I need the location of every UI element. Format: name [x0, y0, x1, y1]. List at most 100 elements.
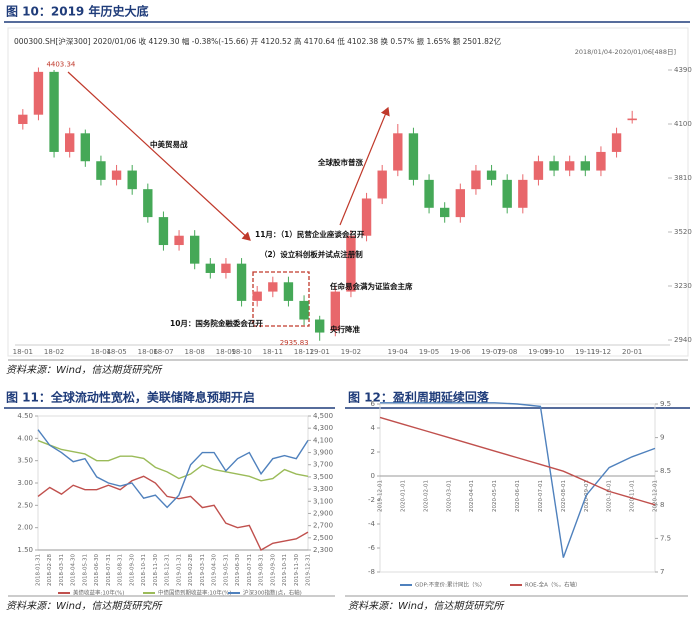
y-tick-label: 4: [371, 424, 376, 432]
y-tick-label: 4.50: [17, 412, 33, 420]
x-tick-label: 2019-07-31: [247, 554, 253, 586]
x-tick-label: 2018-09-30: [129, 554, 135, 586]
x-tick-label: 2019-04-30: [212, 554, 218, 586]
x-tick-label: 2019-02-28: [188, 554, 194, 586]
y-tick-label: 2.00: [17, 524, 33, 532]
x-tick-label: 2020-08-01: [561, 480, 567, 512]
candle-body: [127, 170, 137, 190]
candle-body: [549, 161, 559, 171]
y2-tick-label: 3,500: [313, 473, 333, 481]
candle-body: [299, 300, 309, 320]
candle-body: [361, 198, 372, 236]
candle-body: [533, 161, 544, 180]
y2-tick-label: 8: [660, 501, 664, 509]
candle-body: [143, 189, 153, 218]
candle-body: [96, 161, 106, 180]
x-tick-label: 18-04: [91, 348, 112, 356]
x-tick-label: 18-11: [263, 348, 283, 356]
candle-body: [80, 133, 90, 162]
candle-body: [518, 179, 528, 208]
candle-body: [424, 179, 434, 208]
x-tick-label: 2020-01-01: [400, 480, 406, 512]
x-tick-label: 19-02: [341, 348, 361, 356]
candle-body: [408, 133, 419, 180]
y2-tick-label: 7.5: [660, 534, 671, 542]
x-tick-label: 19-04: [388, 348, 409, 356]
y2-tick-label: 7: [660, 568, 664, 576]
y-tick-label: 2.50: [17, 501, 33, 509]
candle-body: [471, 170, 481, 190]
series-line: [37, 429, 309, 509]
y-tick-label: 3.50: [17, 457, 33, 465]
candle-body: [18, 114, 28, 124]
y2-tick-label: 3,100: [313, 497, 333, 505]
quote-info: 000300.SH[沪深300] 2020/01/06 收 4129.30 幅 …: [14, 36, 502, 46]
x-tick-label: 2020-10-01: [607, 480, 613, 512]
y2-tick-label: 2,900: [313, 509, 333, 517]
x-tick-label: 2020-04-01: [469, 480, 475, 512]
candle-body: [268, 282, 278, 292]
y2-tick-label: 2,700: [313, 522, 333, 530]
x-tick-label: 18-06: [138, 348, 159, 356]
x-tick-label: 2019-05-31: [223, 554, 229, 586]
y-tick-label: 3230: [674, 282, 692, 290]
candle-body: [221, 263, 231, 273]
x-tick-label: 2018-06-30: [94, 554, 100, 586]
candle-body: [33, 71, 44, 115]
x-tick-label: 2019-12-01: [378, 480, 384, 512]
arrow: [339, 106, 390, 226]
source: 资料来源：Wind，信达期货研究所: [6, 364, 163, 376]
figure-title: 图 10：2019 年历史大底: [6, 4, 148, 19]
x-tick-label: 2019-10-31: [282, 554, 288, 586]
annotation: 中美贸易战: [150, 139, 188, 149]
x-tick-label: 2018-10-31: [141, 554, 147, 586]
source: 资料来源：Wind，信达期货研究所: [6, 600, 163, 612]
y2-tick-label: 8.5: [660, 467, 671, 475]
x-tick-label: 18-07: [153, 348, 173, 356]
y-tick-label: -8: [368, 568, 375, 576]
x-tick-label: 2020-11-01: [630, 480, 636, 512]
x-tick-label: 2020-03-01: [446, 480, 452, 512]
candle-body: [346, 235, 356, 292]
candle-body: [111, 170, 122, 180]
y-tick-label: 4.00: [17, 434, 33, 442]
x-tick-label: 18-10: [231, 348, 251, 356]
y-tick-label: 2940: [674, 336, 692, 344]
x-tick-label: 2018-11-30: [153, 554, 159, 586]
y2-tick-label: 2,500: [313, 534, 333, 542]
x-tick-label: 2020-02-01: [423, 480, 429, 512]
x-tick-label: 2018-01-31: [36, 554, 42, 586]
arrow: [67, 71, 251, 241]
candle-body: [236, 263, 247, 301]
annotation: 11月：（1）民营企业座谈会召开: [255, 229, 365, 239]
candle-body: [486, 170, 497, 180]
x-tick-label: 19-09: [528, 348, 548, 356]
candle-body: [158, 217, 169, 246]
x-tick-label: 19-06: [450, 348, 471, 356]
candle-body: [377, 170, 387, 199]
figure-title: 图 11：全球流动性宽松，美联储降息预期开启: [6, 390, 255, 405]
plot-frame: [37, 415, 309, 551]
legend-label: ROE-全A（%，右轴）: [525, 581, 581, 589]
candle-body: [283, 282, 294, 301]
annotation: 央行降准: [330, 324, 360, 334]
x-tick-label: 18-09: [216, 348, 236, 356]
x-tick-label: 18-02: [44, 348, 64, 356]
candle-body: [49, 71, 59, 152]
candle-body: [502, 179, 512, 208]
x-tick-label: 19-01: [310, 348, 330, 356]
series-line: [37, 475, 309, 551]
y-tick-label: -4: [368, 520, 376, 528]
legend-label: 中债国债到期收益率:10年(%): [158, 589, 231, 597]
chart-frame: [7, 27, 689, 357]
candle-body: [65, 133, 75, 152]
y-tick-label: 3520: [674, 228, 692, 236]
x-tick-label: 2020-06-01: [515, 480, 521, 512]
y-tick-label: 1.50: [17, 546, 33, 554]
x-tick-label: 18-05: [106, 348, 126, 356]
y-tick-label: 3.00: [17, 479, 33, 487]
x-tick-label: 2020-12-01: [653, 480, 659, 512]
y2-tick-label: 4,100: [313, 436, 333, 444]
y-tick-label: 3810: [674, 174, 692, 182]
